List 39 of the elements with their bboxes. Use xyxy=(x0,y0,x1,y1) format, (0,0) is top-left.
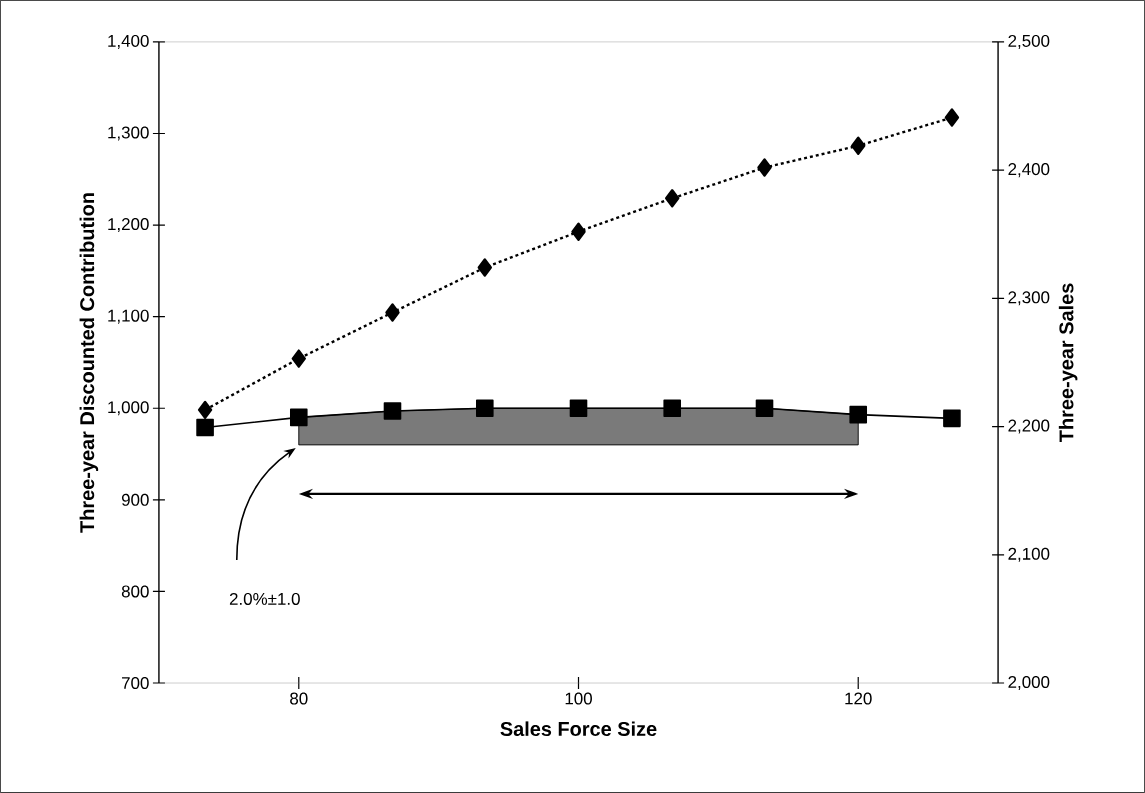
y-axis-title: Three-year Discounted Contribution xyxy=(79,193,99,533)
y2-tick-label: 2,500 xyxy=(1008,34,1050,49)
point xyxy=(289,408,308,427)
point xyxy=(196,418,214,437)
point xyxy=(755,399,774,418)
point xyxy=(757,158,772,177)
y-tick-label: 1,200 xyxy=(108,218,149,233)
y2-tick-label: 2,000 xyxy=(1008,676,1050,691)
y2-tick-label: 2,100 xyxy=(1008,547,1050,562)
point xyxy=(663,399,682,418)
y-tick-label: 1,100 xyxy=(108,309,149,324)
point xyxy=(849,405,868,424)
y-tick-label: 700 xyxy=(122,677,149,690)
x-tick-label: 80 xyxy=(290,692,308,705)
y-tick-label: 900 xyxy=(121,493,149,506)
point xyxy=(571,222,586,241)
y-tick-label: 1,400 xyxy=(108,34,149,49)
x-tick-label: 120 xyxy=(845,692,872,705)
point xyxy=(851,136,866,155)
point xyxy=(385,303,400,322)
annotation: 2.0%±1.0 xyxy=(229,592,300,605)
point xyxy=(477,258,492,277)
point xyxy=(383,402,402,420)
y-tick-label: 800 xyxy=(121,585,149,598)
x-tick-label: 100 xyxy=(565,692,592,705)
point xyxy=(475,399,494,418)
point xyxy=(943,409,961,428)
point xyxy=(665,189,680,208)
y2-axis-title: Three-year Sales xyxy=(1058,283,1078,443)
point xyxy=(569,399,588,418)
y2-tick-label: 2,200 xyxy=(1008,419,1050,434)
y2-tick-label: 2,400 xyxy=(1008,163,1050,178)
y2-tick-label: 2,300 xyxy=(1008,291,1050,306)
x-axis-title: Sales Force Size xyxy=(500,721,657,737)
y-tick-label: 1,000 xyxy=(108,401,149,416)
point xyxy=(944,108,960,127)
y-tick-label: 1,300 xyxy=(108,126,149,141)
point xyxy=(197,400,213,420)
point xyxy=(291,349,306,368)
